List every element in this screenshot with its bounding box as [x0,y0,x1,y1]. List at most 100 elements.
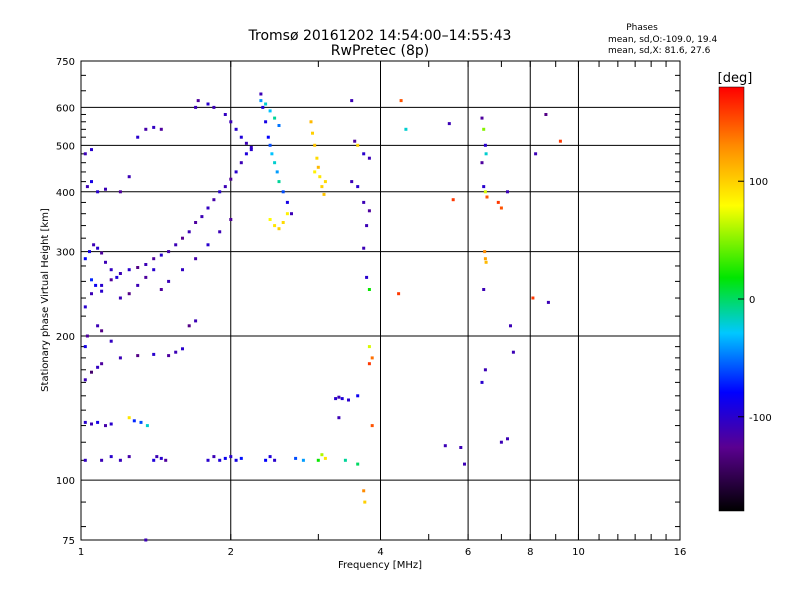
stats-heading: Phases [626,23,658,33]
data-point [483,250,487,254]
data-point [485,195,489,199]
data-point [194,319,198,323]
data-point [218,458,222,462]
data-point [181,268,184,272]
data-point [223,456,227,460]
data-point [483,143,487,147]
y-tick-label: 400 [56,188,75,199]
data-point [480,161,484,165]
data-point [96,246,100,250]
data-point [109,339,113,343]
data-point [136,283,140,287]
data-point [229,120,233,124]
data-point [96,365,100,369]
data-point [290,212,293,216]
x-tick-label: 16 [674,547,687,558]
data-point [85,334,89,338]
data-point [323,180,327,184]
data-point [181,347,184,351]
data-point [194,105,198,109]
data-point [483,368,487,372]
data-point [239,135,243,139]
x-tick-label: 6 [465,547,471,558]
data-point [266,135,270,139]
colorbar-tick-label: 100 [749,177,768,188]
data-point [285,200,289,204]
colorbar-tick-label: 0 [749,295,755,306]
data-point [365,275,369,279]
data-point [83,378,87,382]
data-point [362,200,366,204]
data-point [100,458,104,462]
data-point [155,455,159,459]
data-point [127,292,131,296]
data-point [194,257,198,261]
data-point [309,120,313,124]
data-point [496,200,500,204]
data-point [167,250,171,254]
data-point [483,257,487,261]
data-point [261,105,265,109]
data-point [212,105,216,109]
data-point [206,206,210,210]
colorbar-label: [deg] [718,71,753,86]
data-point [362,489,366,493]
data-point [320,453,324,457]
data-point [370,356,374,360]
data-point [451,198,455,202]
data-point [152,352,156,356]
data-point [534,152,538,156]
data-point [399,99,403,103]
data-point [159,456,163,460]
data-point [558,139,562,143]
y-tick-label: 750 [56,57,75,68]
data-point [88,250,91,254]
data-point [281,221,285,224]
x-tick-label: 10 [572,547,585,558]
data-point [229,218,233,221]
data-point [90,148,93,152]
data-point [367,156,371,160]
data-point [118,356,122,360]
data-point [92,243,96,247]
data-point [482,185,486,189]
data-point [174,350,178,354]
data-point [90,180,93,184]
data-point [100,362,104,366]
data-point [100,283,104,287]
data-point [96,420,100,424]
data-points [83,92,562,542]
data-point [244,152,248,156]
data-point [239,456,243,460]
data-point [132,419,136,423]
data-point [144,263,148,266]
data-point [347,398,350,402]
data-point [223,113,227,116]
data-point [90,370,93,374]
data-point [484,152,488,156]
y-tick-label: 600 [56,103,75,114]
data-point [144,127,148,131]
data-point [356,143,360,147]
data-point [109,278,113,282]
data-point [506,437,509,441]
data-point [115,275,119,279]
data-point [363,500,367,504]
data-point [499,206,503,210]
data-point [109,422,113,426]
data-point [96,190,100,194]
data-point [482,288,486,291]
data-point [83,420,87,424]
data-point [181,236,184,240]
data-point [94,283,98,287]
data-point [316,458,320,462]
data-point [311,131,314,135]
data-point [109,268,113,272]
y-tick-label: 300 [56,248,75,259]
data-point [356,185,360,189]
data-point [322,192,326,196]
data-point [350,180,354,184]
data-point [397,292,401,296]
y-tick-label: 75 [62,536,75,547]
data-point [343,458,347,462]
